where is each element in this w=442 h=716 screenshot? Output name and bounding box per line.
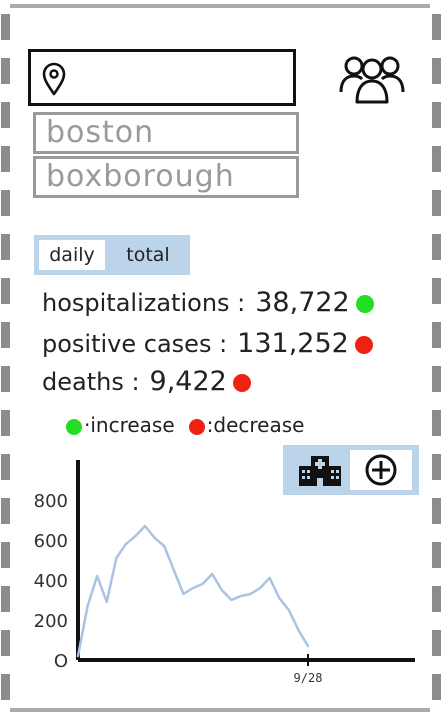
trend-legend: ·increase :decrease xyxy=(66,413,304,437)
people-group-icon[interactable] xyxy=(339,52,405,104)
decrease-dot-icon xyxy=(354,336,373,354)
toggle-total[interactable]: total xyxy=(126,244,170,266)
stat-positive-cases: positive cases : 131,252 xyxy=(42,328,373,359)
add-button[interactable] xyxy=(350,450,412,490)
frame-bottom-edge xyxy=(10,708,430,712)
x-tick-label: 9/28 xyxy=(294,671,323,685)
stat-label: deaths : xyxy=(42,368,140,396)
decrease-dot-icon xyxy=(232,374,251,392)
y-tick-label: 800 xyxy=(34,491,68,512)
plus-circle-icon xyxy=(365,454,397,486)
legend-decrease-label: :decrease xyxy=(206,413,305,437)
frame-top-edge xyxy=(10,4,430,8)
daily-total-toggle: daily total xyxy=(34,235,190,275)
y-tick-label: 600 xyxy=(34,531,68,552)
y-tick-label: O xyxy=(54,651,68,672)
frame-left-edge xyxy=(1,14,10,704)
stat-deaths: deaths : 9,422 xyxy=(42,366,251,397)
stat-hospitalizations: hospitalizations : 38,722 xyxy=(42,287,374,318)
increase-dot-icon xyxy=(66,418,82,435)
legend-increase-label: ·increase xyxy=(84,413,175,437)
y-tick-label: 400 xyxy=(34,571,68,592)
stat-value: 9,422 xyxy=(149,366,227,397)
increase-dot-icon xyxy=(355,295,374,313)
series-line xyxy=(76,524,310,658)
chart-toolbar xyxy=(283,445,419,495)
line-chart: O 200 400 600 800 9/28 xyxy=(34,460,415,685)
location-pin-icon xyxy=(42,62,66,96)
stat-value: 131,252 xyxy=(237,328,349,359)
suggestion-boston[interactable]: boston xyxy=(33,112,299,154)
suggestion-boxborough[interactable]: boxborough xyxy=(33,156,299,198)
hospital-icon xyxy=(299,456,341,486)
decrease-dot-icon xyxy=(188,418,205,435)
frame-right-edge xyxy=(432,14,441,704)
stat-value: 38,722 xyxy=(255,287,350,318)
y-tick-label: 200 xyxy=(34,611,68,632)
stat-label: positive cases : xyxy=(42,330,228,358)
stat-label: hospitalizations : xyxy=(42,289,246,317)
toggle-daily[interactable]: daily xyxy=(39,240,105,270)
location-search-input[interactable] xyxy=(79,60,288,98)
hospital-button[interactable] xyxy=(291,450,349,490)
location-search-box[interactable] xyxy=(28,49,296,106)
